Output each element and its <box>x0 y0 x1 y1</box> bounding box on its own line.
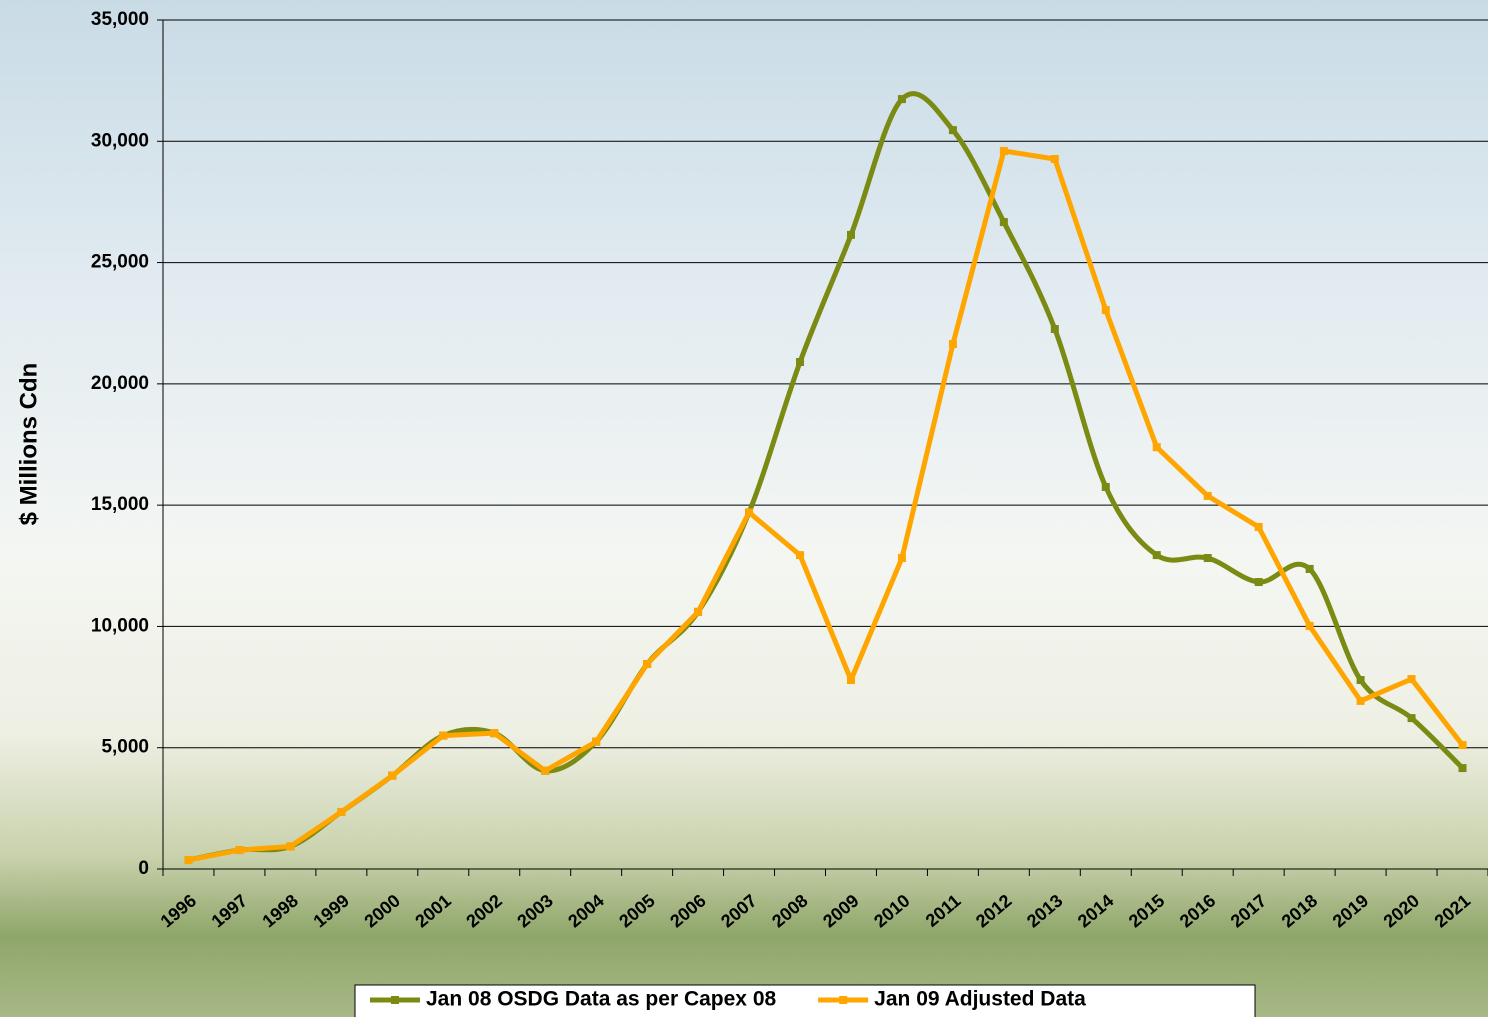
point-marker <box>847 676 855 684</box>
point-marker <box>796 358 804 366</box>
point-marker <box>1051 325 1059 333</box>
point-marker <box>1408 714 1416 722</box>
x-tick-label: 2019 <box>1329 890 1373 931</box>
x-tick-label: 2016 <box>1176 890 1220 931</box>
point-marker <box>1255 523 1263 531</box>
point-marker <box>541 767 549 775</box>
point-marker <box>745 508 753 516</box>
point-marker <box>1153 551 1161 559</box>
legend-marker <box>839 996 847 1004</box>
y-tick-label: 20,000 <box>91 373 149 394</box>
point-marker <box>796 551 804 559</box>
x-tick-label: 2010 <box>870 890 914 931</box>
point-marker <box>1408 675 1416 683</box>
point-marker <box>898 95 906 103</box>
point-marker <box>949 340 957 348</box>
legend-marker <box>391 996 399 1004</box>
x-tick-label: 1998 <box>258 890 302 931</box>
x-tick-label: 2021 <box>1431 890 1475 931</box>
point-marker <box>898 554 906 562</box>
legend-label: Jan 08 OSDG Data as per Capex 08 <box>426 988 776 1011</box>
point-marker <box>694 608 702 616</box>
legend: Jan 08 OSDG Data as per Capex 08 Jan 09 A… <box>355 985 1255 1017</box>
y-tick-label: 15,000 <box>91 494 149 515</box>
point-marker <box>1204 492 1212 500</box>
point-marker <box>1459 741 1467 749</box>
point-marker <box>1000 147 1008 155</box>
y-tick-label: 35,000 <box>91 9 149 30</box>
point-marker <box>1306 622 1314 630</box>
point-marker <box>388 772 396 780</box>
point-marker <box>1357 697 1365 705</box>
x-tick-label: 2009 <box>819 890 863 931</box>
x-tick-label: 2018 <box>1278 890 1322 931</box>
y-tick-label: 10,000 <box>91 615 149 636</box>
x-tick-label: 2012 <box>972 890 1016 931</box>
x-tick-label: 2001 <box>411 890 455 931</box>
point-marker <box>337 808 345 816</box>
point-marker <box>949 126 957 134</box>
point-marker <box>1051 155 1059 163</box>
point-marker <box>592 738 600 746</box>
point-marker <box>1357 676 1365 684</box>
x-tick-label: 2005 <box>615 890 659 931</box>
point-marker <box>184 856 192 864</box>
x-tick-label: 2020 <box>1380 890 1424 931</box>
point-marker <box>847 231 855 239</box>
y-tick-label: 0 <box>138 858 149 879</box>
x-tick-label: 2008 <box>768 890 812 931</box>
x-tick-label: 1997 <box>208 890 252 931</box>
point-marker <box>1102 306 1110 314</box>
point-marker <box>490 729 498 737</box>
x-tick-label: 2014 <box>1074 890 1118 931</box>
point-marker <box>1255 578 1263 586</box>
point-marker <box>439 732 447 740</box>
x-tick-label: 2011 <box>922 890 965 930</box>
point-marker <box>643 660 651 668</box>
point-marker <box>1459 764 1467 772</box>
x-tick-label: 2004 <box>564 890 608 931</box>
y-tick-label: 25,000 <box>91 252 149 273</box>
x-tick-label: 2017 <box>1227 890 1271 931</box>
x-tick-label: 2002 <box>462 890 506 931</box>
x-tick-label: 1999 <box>309 890 353 931</box>
x-tick-label: 2003 <box>513 890 557 931</box>
x-tick-label: 2007 <box>717 890 761 931</box>
point-marker <box>1204 554 1212 562</box>
legend-label: Jan 09 Adjusted Data <box>874 988 1086 1011</box>
y-tick-label: 5,000 <box>101 737 149 758</box>
y-axis-label: $ Millions Cdn <box>15 363 42 526</box>
point-marker <box>1102 483 1110 491</box>
x-tick-label: 2015 <box>1125 890 1169 931</box>
chart: $ Millions Cdn 0 5,000 10,000 15,000 20,000 2… <box>0 0 1488 1017</box>
point-marker <box>286 842 294 850</box>
point-marker <box>1153 443 1161 451</box>
y-tick-label: 30,000 <box>91 130 149 151</box>
x-tick-label: 2000 <box>360 890 404 931</box>
x-tick-label: 2006 <box>666 890 710 931</box>
x-tick-label: 2013 <box>1023 890 1067 931</box>
x-tick-label: 1996 <box>157 890 201 931</box>
point-marker <box>1306 565 1314 573</box>
point-marker <box>235 846 243 854</box>
point-marker <box>1000 218 1008 226</box>
series-line <box>188 94 1462 860</box>
